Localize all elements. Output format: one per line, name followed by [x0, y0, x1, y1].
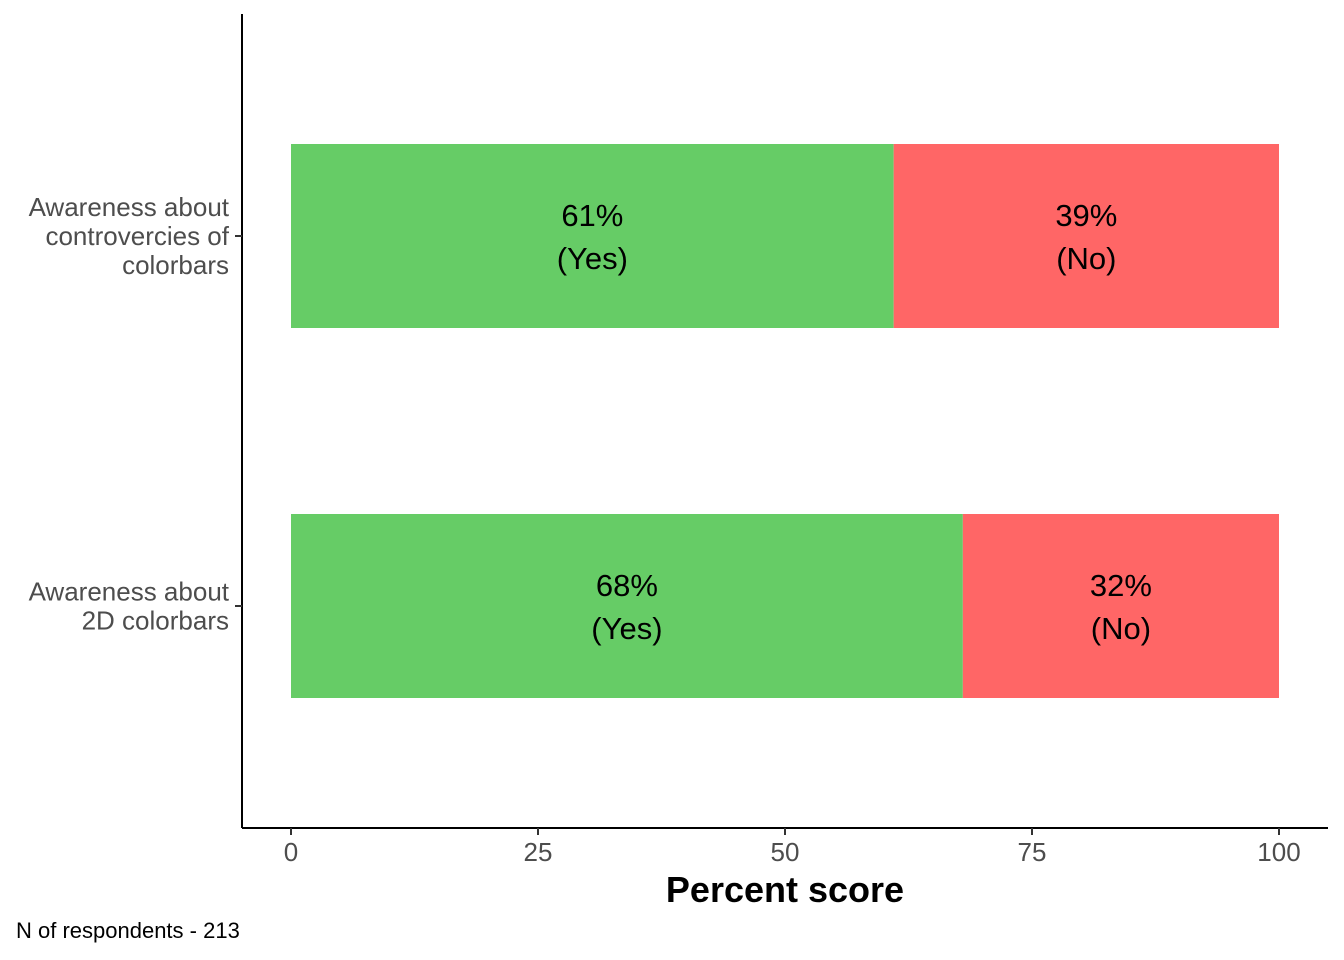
data-label-yes-1-0: 68% [596, 568, 658, 603]
x-tick-label-50: 50 [771, 837, 800, 867]
bar-yes-0 [291, 144, 894, 328]
y-category-label-0-1: controvercies of [45, 221, 229, 251]
data-label-no-0-1: (No) [1056, 241, 1116, 276]
y-category-label-1-0: Awareness about [29, 577, 230, 607]
y-category-label-0-0: Awareness about [29, 192, 230, 222]
x-tick-label-75: 75 [1018, 837, 1047, 867]
data-label-yes-0-1: (Yes) [557, 241, 628, 276]
y-category-label-0-2: colorbars [122, 250, 229, 280]
x-axis-title: Percent score [666, 869, 904, 910]
x-tick-label-0: 0 [284, 837, 298, 867]
bars-layer [291, 144, 1279, 698]
y-category-label-1-1: 2D colorbars [82, 606, 229, 636]
bar-no-1 [962, 514, 1279, 698]
x-tick-label-100: 100 [1257, 837, 1300, 867]
data-label-yes-0-0: 61% [561, 198, 623, 233]
bar-labels-layer: 61% (Yes) 39% (No) 68% (Yes) 32% (No) [557, 198, 1152, 646]
bar-yes-1 [291, 514, 963, 698]
data-label-no-1-1: (No) [1091, 611, 1151, 646]
bar-no-0 [893, 144, 1279, 328]
x-ticks-layer: 0 25 50 75 100 [284, 828, 1301, 867]
respondents-caption: N of respondents - 213 [16, 918, 240, 943]
data-label-no-0-0: 39% [1055, 198, 1117, 233]
x-tick-label-25: 25 [524, 837, 553, 867]
data-label-no-1-0: 32% [1090, 568, 1152, 603]
data-label-yes-1-1: (Yes) [591, 611, 662, 646]
